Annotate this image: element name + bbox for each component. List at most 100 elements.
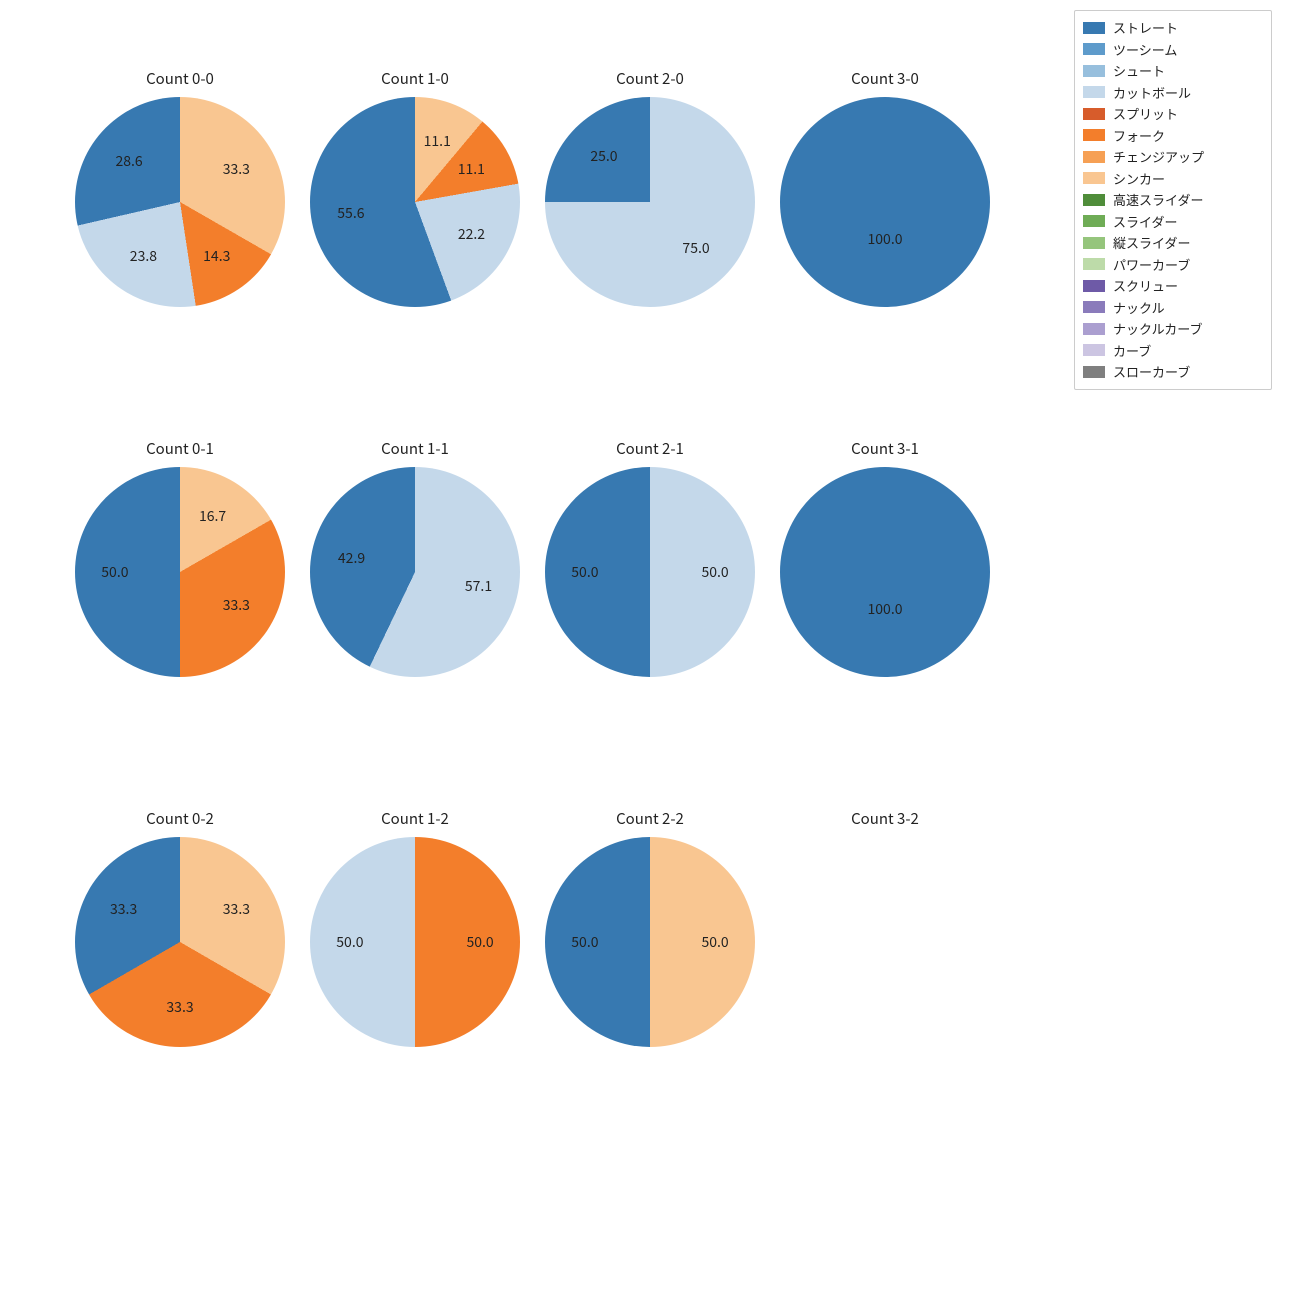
pie-slice-label: 22.2 <box>458 224 485 244</box>
chart-title: Count 3-2 <box>765 808 1005 829</box>
pie <box>780 97 990 307</box>
legend-item-knuck_curve: ナックルカーブ <box>1083 318 1263 340</box>
pie-slice-label: 50.0 <box>571 932 598 952</box>
pie-slice-label: 100.0 <box>868 229 903 249</box>
pie-slice-label: 33.3 <box>223 899 250 919</box>
legend-item-hs_slider: 高速スライダー <box>1083 189 1263 211</box>
pie-slice-label: 14.3 <box>203 246 230 266</box>
pie <box>75 97 285 307</box>
pie <box>545 97 755 307</box>
chart-title: Count 2-1 <box>530 438 770 459</box>
pie-chart: Count 1-1 42.9 57.1 <box>295 438 535 677</box>
legend-label: パワーカーブ <box>1113 255 1190 275</box>
legend-label: 縦スライダー <box>1113 233 1190 253</box>
pie-slice-label: 50.0 <box>101 562 128 582</box>
pie-wrap <box>780 837 990 1047</box>
chart-title: Count 2-0 <box>530 68 770 89</box>
pie-slice-label: 11.1 <box>458 159 485 179</box>
pie-chart: Count 3-2 <box>765 808 1005 1047</box>
pie-wrap: 25.075.0 <box>545 97 755 307</box>
legend-swatch <box>1083 65 1105 77</box>
legend-label: スプリット <box>1113 104 1178 124</box>
legend-label: フォーク <box>1113 126 1165 146</box>
pie-wrap: 33.3 33.3 33.3 <box>75 837 285 1047</box>
legend-item-v_slider: 縦スライダー <box>1083 232 1263 254</box>
legend-item-fork: フォーク <box>1083 125 1263 147</box>
legend-item-sinker: シンカー <box>1083 168 1263 190</box>
chart-title: Count 0-2 <box>60 808 300 829</box>
legend: ストレートツーシームシュートカットボールスプリットフォークチェンジアップシンカー… <box>1074 10 1272 390</box>
chart-title: Count 0-1 <box>60 438 300 459</box>
pie-slice-label: 55.6 <box>337 203 364 223</box>
pie-chart: Count 0-2 33.3 33.3 33.3 <box>60 808 300 1047</box>
legend-swatch <box>1083 301 1105 313</box>
legend-swatch <box>1083 22 1105 34</box>
legend-item-curve: カーブ <box>1083 340 1263 362</box>
legend-swatch <box>1083 43 1105 55</box>
pie-slice-label: 50.0 <box>571 562 598 582</box>
pie <box>310 467 520 677</box>
chart-title: Count 0-0 <box>60 68 300 89</box>
pie-slice-label: 33.3 <box>166 997 193 1017</box>
legend-label: チェンジアップ <box>1113 147 1204 167</box>
pie <box>780 467 990 677</box>
legend-item-straight: ストレート <box>1083 17 1263 39</box>
pie-chart: Count 1-0 55.6 22.2 11.1 11.1 <box>295 68 535 307</box>
chart-grid: ストレートツーシームシュートカットボールスプリットフォークチェンジアップシンカー… <box>0 0 1300 1300</box>
pie-wrap: 50.050.0 <box>310 837 520 1047</box>
legend-swatch <box>1083 108 1105 120</box>
legend-label: スクリュー <box>1113 276 1178 296</box>
legend-item-cut_ball: カットボール <box>1083 82 1263 104</box>
legend-item-slider: スライダー <box>1083 211 1263 233</box>
legend-label: ナックル <box>1113 298 1165 318</box>
legend-swatch <box>1083 194 1105 206</box>
pie-chart: Count 0-1 50.0 33.3 16.7 <box>60 438 300 677</box>
legend-item-split: スプリット <box>1083 103 1263 125</box>
pie-slice-label: 28.6 <box>115 151 142 171</box>
legend-item-slow_curve: スローカーブ <box>1083 361 1263 383</box>
legend-label: ナックルカーブ <box>1113 319 1202 339</box>
pie-slice-label: 33.3 <box>223 595 250 615</box>
legend-label: ストレート <box>1113 18 1178 38</box>
legend-swatch <box>1083 151 1105 163</box>
legend-swatch <box>1083 86 1105 98</box>
legend-label: カットボール <box>1113 83 1191 103</box>
pie-slice-label: 100.0 <box>868 599 903 619</box>
legend-swatch <box>1083 215 1105 227</box>
pie-slice-label: 42.9 <box>338 548 365 568</box>
pie <box>310 97 520 307</box>
pie-wrap: 50.050.0 <box>545 467 755 677</box>
legend-label: シンカー <box>1113 169 1165 189</box>
pie-slice-label: 50.0 <box>336 932 363 952</box>
pie-chart: Count 2-2 50.0 50.0 <box>530 808 770 1047</box>
legend-label: スローカーブ <box>1113 362 1190 382</box>
pie-wrap: 50.0 33.3 16.7 <box>75 467 285 677</box>
legend-swatch <box>1083 366 1105 378</box>
pie-chart: Count 0-028.623.814.333.3 <box>60 68 300 307</box>
legend-item-changeup: チェンジアップ <box>1083 146 1263 168</box>
pie-wrap: 50.0 50.0 <box>545 837 755 1047</box>
legend-item-shoot: シュート <box>1083 60 1263 82</box>
legend-label: ツーシーム <box>1113 40 1177 60</box>
chart-title: Count 1-0 <box>295 68 535 89</box>
pie-slice-label: 57.1 <box>465 576 492 596</box>
pie-chart: Count 1-2 50.050.0 <box>295 808 535 1047</box>
pie-wrap: 55.6 22.2 11.1 11.1 <box>310 97 520 307</box>
pie-wrap: 28.623.814.333.3 <box>75 97 285 307</box>
pie-slice-label: 16.7 <box>199 506 226 526</box>
pie-wrap: 100.0 <box>780 97 990 307</box>
legend-swatch <box>1083 172 1105 184</box>
chart-title: Count 1-1 <box>295 438 535 459</box>
pie-slice-label: 23.8 <box>130 246 157 266</box>
legend-swatch <box>1083 344 1105 356</box>
pie-slice-label: 33.3 <box>110 899 137 919</box>
legend-swatch <box>1083 237 1105 249</box>
legend-label: シュート <box>1113 61 1165 81</box>
pie-chart: Count 3-0100.0 <box>765 68 1005 307</box>
pie-slice-label: 11.1 <box>424 131 451 151</box>
legend-label: スライダー <box>1113 212 1177 232</box>
pie-slice-label: 50.0 <box>701 932 728 952</box>
chart-title: Count 1-2 <box>295 808 535 829</box>
chart-title: Count 2-2 <box>530 808 770 829</box>
pie-chart: Count 3-1100.0 <box>765 438 1005 677</box>
